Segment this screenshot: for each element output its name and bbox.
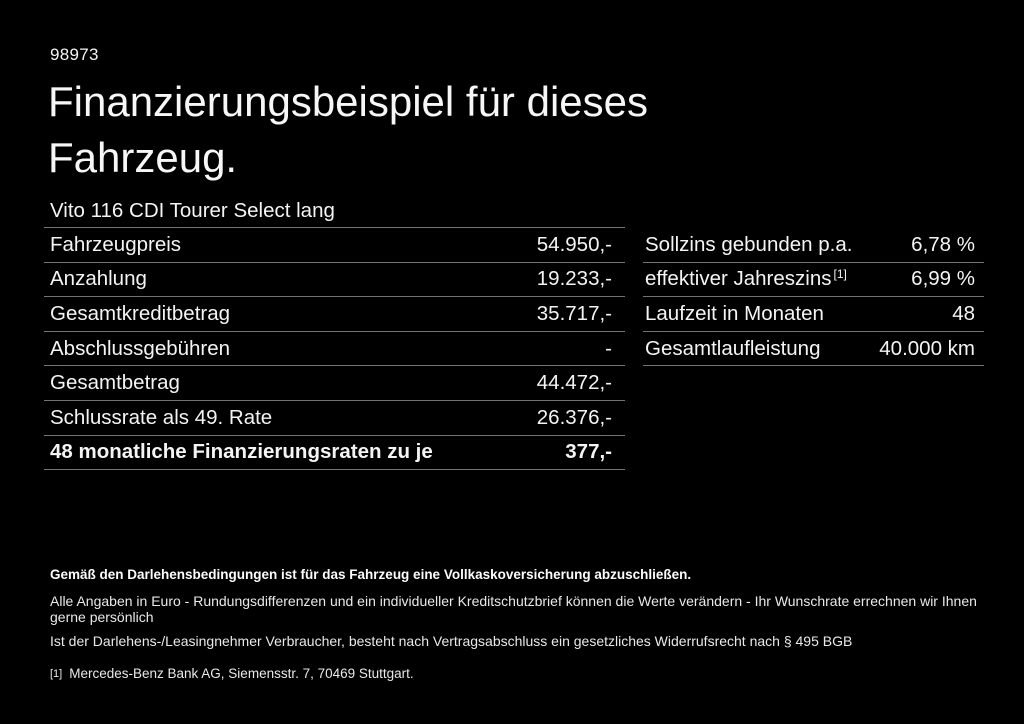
row-label: Abschlussgebühren <box>50 336 231 360</box>
table-row-anzahlung: Anzahlung 19.233,- <box>44 263 625 298</box>
table-row-gesamtlaufleistung: Gesamtlaufleistung 40.000 km <box>643 332 984 367</box>
table-row-laufzeit: Laufzeit in Monaten 48 <box>643 297 984 332</box>
legal-footer: Gemäß den Darlehensbedingungen ist für d… <box>50 567 985 681</box>
row-value: 40.000 km <box>879 336 975 360</box>
table-row-sollzins: Sollzins gebunden p.a. 6,78 % <box>643 228 984 263</box>
footnote-text: Mercedes-Benz Bank AG, Siemensstr. 7, 70… <box>69 666 414 681</box>
table-row-schlussrate: Schlussrate als 49. Rate 26.376,- <box>44 401 625 436</box>
page-title: Finanzierungsbeispiel für dieses Fahrzeu… <box>48 78 648 181</box>
row-label: Anzahlung <box>50 267 147 291</box>
footnote-marker: [1] <box>833 267 847 282</box>
row-label: Gesamtkreditbetrag <box>50 301 231 325</box>
disclaimer-line-1: Alle Angaben in Euro - Rundungsdifferenz… <box>50 593 977 625</box>
table-row-fahrzeugpreis: Fahrzeugpreis 54.950,- <box>44 228 625 263</box>
row-value: 377,- <box>565 440 612 464</box>
table-row-monatsrate: 48 monatliche Finanzierungsraten zu je 3… <box>44 436 625 471</box>
conditions-table: Sollzins gebunden p.a. 6,78 % effektiver… <box>643 228 984 367</box>
table-row-abschlussgebuehren: Abschlussgebühren - <box>44 332 625 367</box>
row-value: 6,78 % <box>911 232 975 256</box>
row-value: 26.376,- <box>536 405 612 429</box>
row-label: Laufzeit in Monaten <box>645 301 824 325</box>
listing-id: 98973 <box>50 45 99 64</box>
bank-footnote: [1] Mercedes-Benz Bank AG, Siemensstr. 7,… <box>50 666 985 681</box>
table-row-gesamtkreditbetrag: Gesamtkreditbetrag 35.717,- <box>44 297 625 332</box>
row-label: Gesamtbetrag <box>50 371 180 395</box>
row-value: 54.950,- <box>536 232 612 256</box>
row-value: 35.717,- <box>536 301 612 325</box>
row-label: Schlussrate als 49. Rate <box>50 405 273 429</box>
row-label: 48 monatliche Finanzierungsraten zu je <box>50 440 433 464</box>
insurance-note: Gemäß den Darlehensbedingungen ist für d… <box>50 567 692 582</box>
table-row-effektiver-jahreszins: effektiver Jahreszins [1] 6,99 % <box>643 263 984 298</box>
row-value: 6,99 % <box>911 267 975 291</box>
financing-table: Vito 116 CDI Tourer Select lang Fahrzeug… <box>44 195 625 471</box>
row-value: - <box>605 336 612 360</box>
row-label: Gesamtlaufleistung <box>645 336 821 360</box>
row-value: 44.472,- <box>536 371 612 395</box>
row-label: Fahrzeugpreis <box>50 232 182 256</box>
row-value: 48 <box>952 301 975 325</box>
table-row-gesamtbetrag: Gesamtbetrag 44.472,- <box>44 366 625 401</box>
vehicle-model: Vito 116 CDI Tourer Select lang <box>44 195 625 228</box>
footnote-marker: [1] <box>50 668 63 680</box>
row-value: 19.233,- <box>536 267 612 291</box>
disclaimer-line-2: Ist der Darlehens-/Leasingnehmer Verbrau… <box>50 633 853 649</box>
row-label: Sollzins gebunden p.a. <box>645 232 853 256</box>
row-label: effektiver Jahreszins [1] <box>645 267 847 291</box>
